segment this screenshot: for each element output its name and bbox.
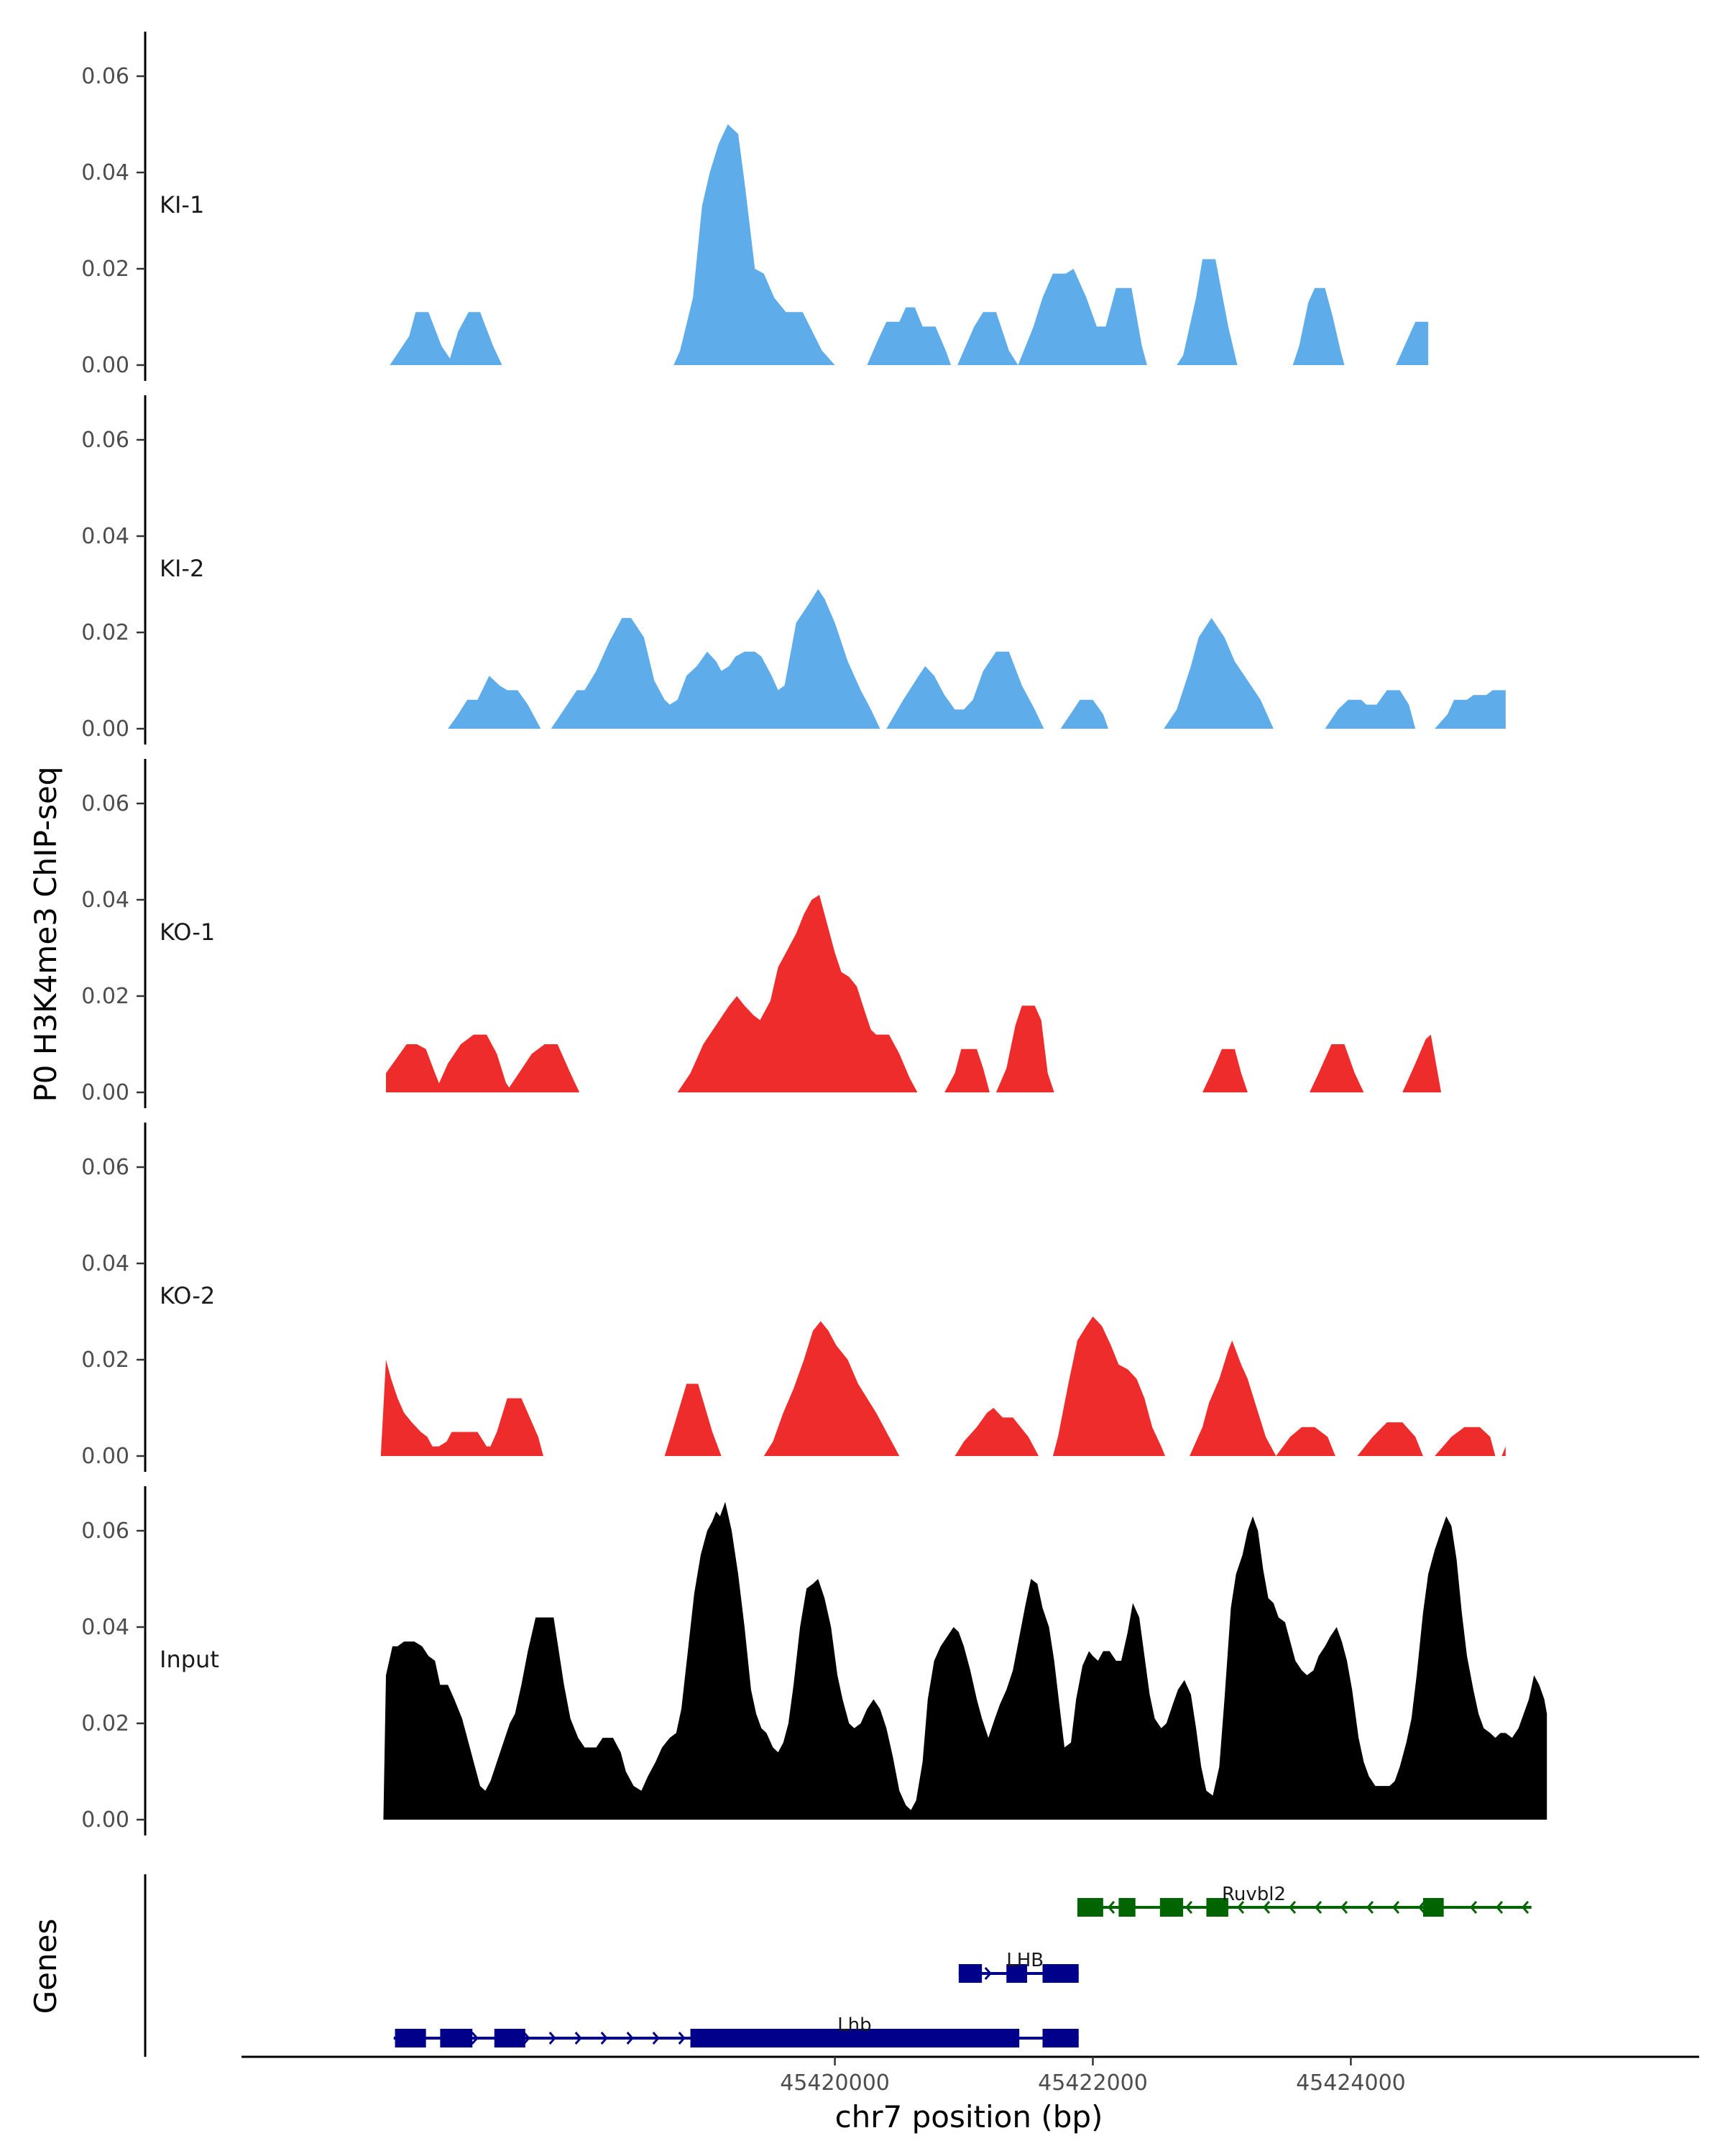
y-tick-label: 0.06 (81, 1155, 129, 1180)
signal-area-input (383, 1501, 1547, 1820)
gene-exon (1422, 1898, 1444, 1917)
y-tick-label: 0.04 (81, 888, 129, 913)
track-ko-1: 0.00 0.02 0.04 0.06 KO-1 (81, 759, 1442, 1108)
strand-arrow (1107, 1901, 1116, 1914)
gene-exon (440, 2029, 473, 2047)
gene-exon (494, 2029, 525, 2047)
gene-ruvbl2: Ruvbl2 (1077, 1884, 1532, 1917)
track-label: KI-2 (160, 555, 204, 582)
gene-exon (1042, 1964, 1079, 1983)
y-tick-label: 0.04 (81, 1251, 129, 1276)
strand-arrow (523, 2032, 530, 2045)
strand-arrow (1262, 1901, 1271, 1914)
signal-area-ki-2 (448, 589, 1506, 729)
strand-arrow (626, 2032, 634, 2045)
x-tick-label: 45422000 (1038, 2070, 1148, 2096)
strand-arrow (1366, 1901, 1374, 1914)
strand-arrow (1236, 1901, 1245, 1914)
y-tick-label: 0.06 (81, 791, 129, 816)
strand-arrow (1417, 1901, 1426, 1914)
track-label: KO-1 (160, 918, 215, 946)
x-tick-label: 45420000 (780, 2070, 890, 2096)
genes-panel-title: Genes (28, 1919, 63, 2014)
gene-exon (1206, 1898, 1228, 1917)
strand-arrow (652, 2032, 660, 2045)
track-label: KO-2 (160, 1282, 215, 1309)
strand-arrow (1314, 1901, 1322, 1914)
y-tick-label: 0.02 (81, 1711, 129, 1736)
y-tick-label: 0.02 (81, 1348, 129, 1373)
gene-exon (1006, 1964, 1027, 1983)
track-input: 0.00 0.02 0.04 0.06 Input (81, 1486, 1547, 1835)
track-label: Input (160, 1646, 219, 1673)
x-tick-label: 45424000 (1296, 2070, 1406, 2096)
y-tick-label: 0.00 (81, 1080, 129, 1105)
gene-exon (1077, 1898, 1103, 1917)
signal-area-ko-1 (386, 895, 1442, 1092)
gene-exon (395, 2029, 426, 2047)
strand-arrow (1469, 1901, 1478, 1914)
y-tick-label: 0.04 (81, 160, 129, 185)
strand-arrow (574, 2032, 582, 2045)
strand-arrow (984, 1967, 992, 1980)
y-tick-label: 0.00 (81, 1444, 129, 1469)
y-tick-label: 0.06 (81, 1519, 129, 1544)
gene-lhb: Lhb (393, 2014, 1079, 2047)
y-tick-label: 0.06 (81, 64, 129, 89)
track-ki-2: 0.00 0.02 0.04 0.06 KI-2 (81, 395, 1506, 745)
y-tick-label: 0.02 (81, 257, 129, 282)
y-tick-label: 0.04 (81, 524, 129, 549)
gene-exon (690, 2029, 1020, 2047)
strand-arrow (600, 2032, 608, 2045)
gene-exon (958, 1964, 983, 1983)
y-tick-label: 0.00 (81, 1807, 129, 1833)
strand-arrow (1288, 1901, 1297, 1914)
gene-exon (1118, 1898, 1136, 1917)
gene-lhb: LHB (958, 1950, 1079, 1983)
gene-exon (1159, 1898, 1184, 1917)
track-ko-2: 0.00 0.02 0.04 0.06 KO-2 (81, 1123, 1506, 1472)
strand-arrow (548, 2032, 556, 2045)
y-tick-label: 0.00 (81, 717, 129, 742)
gene-label: LHB (1006, 1950, 1044, 1971)
track-label: KI-1 (160, 191, 204, 218)
signal-area-ko-2 (380, 1316, 1506, 1456)
y-tick-label: 0.00 (81, 353, 129, 378)
gene-exon (1042, 2029, 1079, 2047)
x-axis: 45420000 45422000 45424000 (242, 2055, 1699, 2096)
y-tick-label: 0.06 (81, 428, 129, 453)
strand-arrow (471, 2032, 479, 2045)
strand-arrow (678, 2032, 686, 2045)
track-ki-1: 0.00 0.02 0.04 0.06 KI-1 (81, 32, 1429, 381)
strand-arrow (1495, 1901, 1504, 1914)
signal-area-ki-1 (390, 124, 1429, 365)
gene-label: Ruvbl2 (1222, 1884, 1286, 1905)
x-axis-title: chr7 position (bp) (835, 2099, 1103, 2134)
gene-label: Lhb (837, 2014, 871, 2036)
signal-tracks: 0.00 0.02 0.04 0.06 KI-1 0.00 0.02 0.04 0.06 KI-2… (81, 32, 1547, 1835)
gene-panel: Ruvbl2 LHB Lhb (144, 1874, 1532, 2057)
y-tick-label: 0.02 (81, 620, 129, 645)
strand-arrow (1521, 1901, 1530, 1914)
strand-arrow (1340, 1901, 1348, 1914)
y-axis-title: P0 H3K4me3 ChIP-seq (28, 766, 63, 1102)
y-tick-label: 0.02 (81, 984, 129, 1009)
strand-arrow (1392, 1901, 1400, 1914)
y-tick-label: 0.04 (81, 1615, 129, 1640)
strand-arrow (1184, 1901, 1193, 1914)
